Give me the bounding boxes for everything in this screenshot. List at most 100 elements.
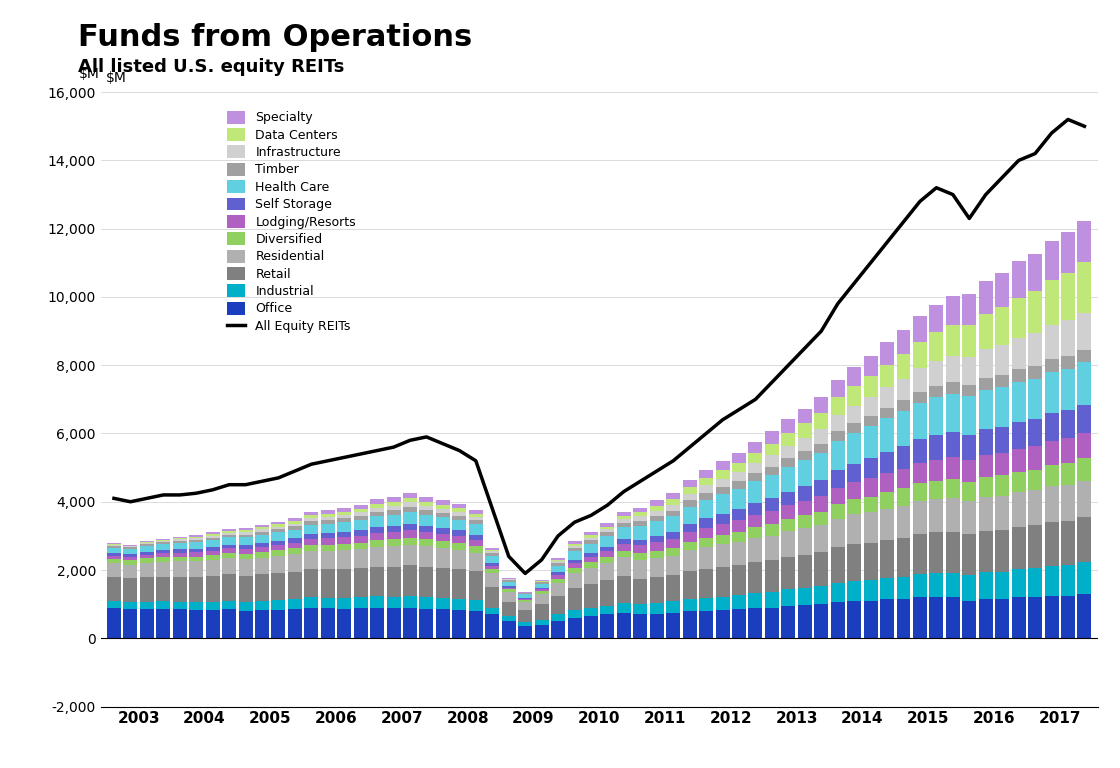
Bar — [452, 515, 466, 520]
Bar — [699, 478, 713, 485]
Bar — [452, 531, 466, 536]
Bar — [864, 426, 878, 458]
Bar — [666, 601, 680, 613]
Bar — [617, 516, 631, 519]
Bar — [814, 604, 829, 638]
Bar — [469, 553, 483, 571]
Bar — [946, 432, 960, 458]
Bar — [584, 557, 598, 562]
Bar — [403, 512, 417, 524]
Bar — [1061, 273, 1075, 320]
Bar — [584, 535, 598, 538]
Bar — [271, 601, 286, 610]
Bar — [502, 590, 515, 592]
Bar — [699, 518, 713, 528]
Bar — [979, 477, 992, 497]
Bar — [831, 415, 844, 432]
Bar — [288, 518, 302, 521]
Bar — [239, 549, 252, 554]
Bar — [519, 598, 532, 599]
Bar — [1061, 369, 1075, 410]
Bar — [880, 473, 894, 492]
Bar — [962, 357, 977, 385]
Bar — [913, 392, 927, 402]
Bar — [1028, 568, 1042, 598]
Bar — [797, 438, 812, 452]
Bar — [1028, 598, 1042, 638]
Bar — [847, 367, 861, 386]
Bar — [716, 461, 729, 470]
Bar — [880, 387, 894, 408]
Bar — [222, 609, 236, 638]
Bar — [469, 517, 483, 520]
Bar — [946, 382, 960, 393]
Bar — [831, 470, 844, 488]
Bar — [189, 542, 203, 549]
Bar — [979, 599, 992, 638]
Bar — [896, 468, 911, 488]
Bar — [683, 524, 697, 532]
Bar — [534, 590, 549, 591]
Bar — [551, 561, 566, 563]
Bar — [864, 581, 878, 601]
Text: Funds from Operations: Funds from Operations — [78, 23, 473, 52]
Bar — [123, 561, 138, 564]
Bar — [320, 514, 335, 517]
Bar — [420, 510, 433, 515]
Bar — [1011, 382, 1026, 422]
Bar — [469, 535, 483, 540]
Bar — [683, 494, 697, 501]
Bar — [123, 548, 138, 549]
Bar — [403, 493, 417, 498]
Bar — [666, 548, 680, 556]
Bar — [386, 515, 401, 526]
Bar — [716, 567, 729, 597]
Text: All listed U.S. equity REITs: All listed U.S. equity REITs — [78, 58, 345, 75]
Bar — [140, 609, 153, 638]
Bar — [797, 554, 812, 588]
Text: $M: $M — [78, 67, 100, 81]
Bar — [699, 528, 713, 538]
Bar — [436, 534, 450, 541]
Bar — [880, 599, 894, 638]
Bar — [140, 554, 153, 558]
Bar — [732, 509, 746, 520]
Bar — [420, 608, 433, 638]
Bar — [814, 397, 829, 413]
Bar — [172, 537, 187, 538]
Bar — [913, 501, 927, 534]
Bar — [452, 508, 466, 511]
Bar — [864, 601, 878, 638]
Bar — [485, 562, 500, 565]
Bar — [403, 538, 417, 545]
Bar — [732, 595, 746, 609]
Bar — [534, 588, 549, 590]
Bar — [189, 561, 203, 577]
Bar — [600, 523, 615, 527]
Bar — [600, 557, 615, 562]
Bar — [913, 402, 927, 439]
Bar — [732, 472, 746, 482]
Bar — [485, 556, 500, 562]
Bar — [370, 547, 384, 567]
Bar — [157, 577, 170, 601]
Bar — [617, 539, 631, 544]
Bar — [683, 571, 697, 599]
Bar — [386, 502, 401, 505]
Bar — [452, 599, 466, 610]
Bar — [551, 572, 566, 575]
Bar — [913, 534, 927, 574]
Bar — [354, 568, 367, 598]
Bar — [1028, 333, 1042, 366]
Bar — [189, 557, 203, 561]
Bar — [420, 526, 433, 532]
Bar — [534, 584, 549, 588]
Bar — [534, 591, 549, 594]
Bar — [189, 538, 203, 540]
Bar — [996, 387, 1009, 427]
Bar — [123, 564, 138, 578]
Bar — [305, 515, 318, 518]
Bar — [683, 501, 697, 507]
Bar — [930, 333, 943, 361]
Bar — [420, 515, 433, 526]
